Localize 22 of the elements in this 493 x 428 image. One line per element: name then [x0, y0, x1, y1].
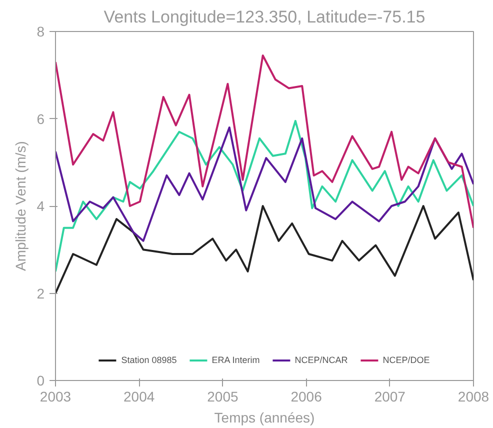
y-tick-label: 6	[36, 110, 45, 127]
x-tick-label: 2005	[207, 388, 238, 404]
chart-title: Vents Longitude=123.350, Latitude=-75.15	[104, 8, 426, 26]
y-tick-label: 0	[36, 372, 45, 388]
line-series	[56, 120, 474, 272]
x-tick-label: 2006	[290, 388, 322, 404]
x-tick-label: 2004	[124, 388, 155, 404]
x-tick-label: 2007	[374, 388, 406, 404]
legend-label: Station 08985	[121, 355, 177, 365]
x-tick-label: 2003	[40, 388, 72, 404]
line-series	[56, 126, 474, 242]
x-axis-title: Temps (années)	[214, 410, 315, 426]
y-axis-title: Amplitude Vent (m/s)	[12, 141, 29, 271]
line-series	[56, 205, 474, 294]
line-series	[56, 54, 474, 229]
legend-label: ERA Interim	[212, 355, 260, 365]
y-tick-label: 8	[36, 24, 45, 40]
legend-label: NCEP/DOE	[382, 355, 430, 365]
x-tick-label: 2008	[458, 388, 490, 404]
y-tick-label: 4	[36, 198, 45, 214]
y-tick-label: 2	[36, 285, 45, 302]
legend-label: NCEP/NCAR	[294, 355, 348, 365]
